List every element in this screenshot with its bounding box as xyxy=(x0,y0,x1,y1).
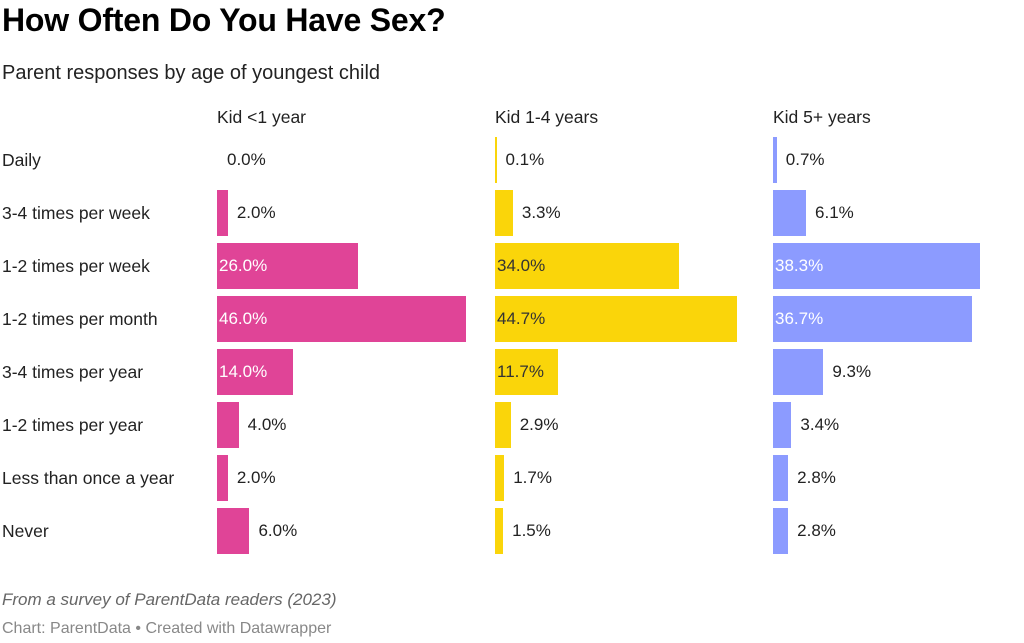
bar xyxy=(217,243,358,289)
bar xyxy=(495,243,680,289)
bar xyxy=(217,190,228,236)
bar xyxy=(773,508,789,554)
chart-title: How Often Do You Have Sex? xyxy=(2,2,446,38)
series-header: Kid 1-4 years xyxy=(495,107,599,127)
data-label: 26.0% xyxy=(219,256,268,275)
bar xyxy=(773,296,972,342)
chart-byline: Chart: ParentData • Created with Datawra… xyxy=(2,620,332,637)
bar xyxy=(773,190,807,236)
data-label: 34.0% xyxy=(497,256,546,275)
data-label: 2.9% xyxy=(519,415,559,434)
chart-subtitle: Parent responses by age of youngest chil… xyxy=(2,62,381,84)
category-label: 1-2 times per year xyxy=(2,415,144,435)
category-label: Daily xyxy=(2,150,41,170)
data-label: 3.3% xyxy=(521,203,561,222)
bar xyxy=(217,455,228,501)
bar xyxy=(773,137,777,183)
data-label: 2.8% xyxy=(797,521,836,540)
bar xyxy=(217,508,250,554)
data-label: 1.5% xyxy=(512,521,551,540)
data-label: 2.0% xyxy=(236,468,276,487)
category-label: Never xyxy=(2,521,49,541)
data-label: 0.0% xyxy=(227,150,266,169)
series-header: Kid 5+ years xyxy=(773,107,871,127)
bar xyxy=(495,402,511,448)
bar xyxy=(773,402,792,448)
bar xyxy=(495,455,505,501)
bar xyxy=(495,137,497,183)
category-label: 3-4 times per year xyxy=(2,362,144,382)
data-label: 36.7% xyxy=(775,309,824,328)
data-label: 11.7% xyxy=(497,362,544,381)
chart-notes: From a survey of ParentData readers (202… xyxy=(2,590,337,609)
data-label: 1.7% xyxy=(513,468,552,487)
data-label: 46.0% xyxy=(219,309,268,328)
data-label: 9.3% xyxy=(832,362,872,381)
data-label: 0.7% xyxy=(785,150,825,169)
series-header: Kid <1 year xyxy=(217,107,307,127)
data-label: 3.4% xyxy=(800,415,840,434)
category-label: 3-4 times per week xyxy=(2,203,150,223)
bar xyxy=(217,296,466,342)
bar xyxy=(217,349,293,395)
category-label: 1-2 times per month xyxy=(2,309,158,329)
bar xyxy=(495,508,504,554)
bar xyxy=(495,349,559,395)
bar xyxy=(495,190,513,236)
bar xyxy=(495,296,737,342)
data-label: 38.3% xyxy=(775,256,824,275)
bar xyxy=(773,455,789,501)
bar xyxy=(773,349,824,395)
data-label: 0.1% xyxy=(505,150,545,169)
data-label: 4.0% xyxy=(247,415,287,434)
data-label: 14.0% xyxy=(219,362,268,381)
data-label: 2.0% xyxy=(236,203,276,222)
data-label: 2.8% xyxy=(797,468,836,487)
data-label: 6.1% xyxy=(815,203,854,222)
category-label: 1-2 times per week xyxy=(2,256,150,276)
bar xyxy=(217,402,239,448)
data-label: 6.0% xyxy=(258,521,298,540)
category-label: Less than once a year xyxy=(2,468,175,488)
bar xyxy=(773,243,981,289)
data-label: 44.7% xyxy=(497,309,546,328)
